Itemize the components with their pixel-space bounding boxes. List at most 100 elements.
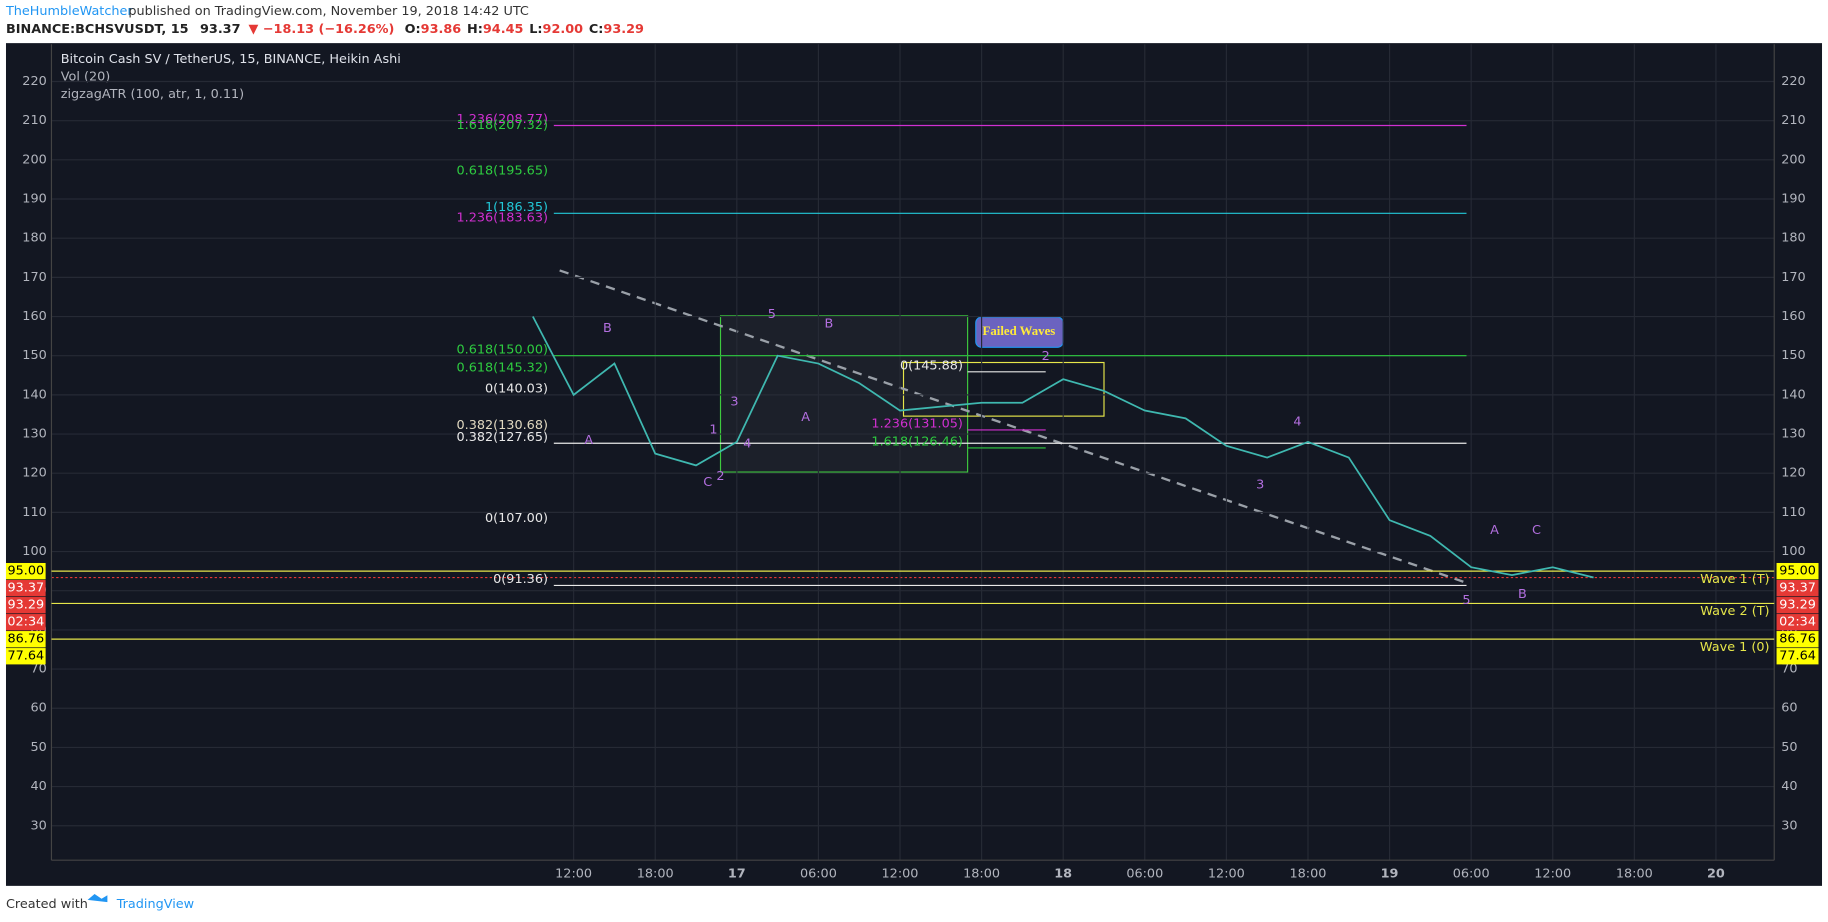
callout: Failed Waves [983, 324, 1056, 338]
fib-label: 0(107.00) [485, 511, 548, 526]
wave-count: 1 [709, 423, 717, 438]
x-tick-label: 18:00 [637, 867, 674, 882]
price-tag-bg [5, 631, 46, 648]
box-green [719, 315, 969, 473]
y-tick-label: 140 [1781, 387, 1805, 402]
y-tick-label: 120 [22, 466, 46, 481]
symbol-line: BINANCE:BCHSVUSDT, 15 93.37 ▼ −18.13 (−1… [6, 22, 644, 37]
y-tick-label: 130 [1781, 427, 1805, 442]
logo [87, 894, 108, 903]
price: 93.37 [200, 22, 241, 37]
price-tag: 86.76 [1779, 632, 1816, 647]
wave-count: B [825, 317, 834, 332]
x-tick-label: 12:00 [1534, 867, 1571, 882]
x-tick-label: 18:00 [963, 867, 1000, 882]
y-tick-label: 50 [1781, 740, 1797, 755]
fib-label: 1.236(131.05) [871, 417, 963, 432]
y-tick-label: 50 [30, 740, 46, 755]
y-tick-label: 210 [1781, 113, 1805, 128]
price-tag: 93.29 [1779, 598, 1816, 613]
ohlc-key: C: [589, 22, 604, 37]
y-tick-label: 60 [30, 701, 46, 716]
y-tick-label: 30 [30, 818, 46, 833]
wave-count: 2 [1042, 349, 1050, 364]
wave-count: B [1518, 587, 1527, 602]
price-line [532, 316, 1594, 579]
price-tag-bg [1776, 631, 1819, 648]
x-tick-label: 19 [1381, 867, 1399, 882]
y-tick-label: 150 [22, 348, 46, 363]
ohlc-key: L: [529, 22, 542, 37]
y-tick-label: 190 [1781, 192, 1805, 207]
price-tag-bg [5, 562, 46, 580]
y-tick-label: 220 [22, 74, 46, 89]
price-tag: 95.00 [1779, 564, 1816, 579]
y-tick-label: 70 [1781, 662, 1797, 677]
y-tick-label: 160 [1781, 309, 1805, 324]
price-tag-bg [5, 580, 46, 597]
wave-count: A [1490, 523, 1499, 538]
x-tick-label: 06:00 [1453, 867, 1490, 882]
symbol: BINANCE:BCHSVUSDT, 15 [6, 22, 189, 37]
ohlc-value: 94.45 [483, 22, 524, 37]
y-tick-label: 40 [1781, 779, 1797, 794]
x-tick-label: 17 [728, 867, 746, 882]
price-tag: 86.76 [7, 632, 44, 647]
price-tag: 95.00 [7, 564, 44, 579]
ohlc-value: 92.00 [543, 22, 584, 37]
price-tag: 77.64 [7, 649, 44, 664]
y-tick-label: 210 [22, 113, 46, 128]
fib-label: 0(140.03) [485, 381, 548, 396]
wave-count: 4 [1293, 414, 1301, 429]
price-tag: 77.64 [1779, 649, 1816, 664]
price-tag-bg [5, 648, 46, 665]
y-tick-label: 140 [22, 387, 46, 402]
footer-created: Created with [6, 897, 88, 912]
x-tick-label: 12:00 [555, 867, 592, 882]
x-tick-label: 06:00 [1126, 867, 1163, 882]
price-tag: 02:34 [1779, 615, 1816, 630]
fib-label: 0.618(195.65) [456, 164, 548, 179]
price-tag: 93.29 [7, 598, 44, 613]
x-tick-label: 18:00 [1290, 867, 1327, 882]
price-tag-bg [1776, 614, 1819, 631]
author[interactable]: TheHumbleWatcher [5, 4, 133, 19]
wave-count: B [603, 321, 612, 336]
price-tag-bg [1776, 580, 1819, 597]
fib-label: 1.618(126.46) [871, 435, 963, 450]
wave-label: Wave 2 (T) [1700, 604, 1769, 619]
y-tick-label: 60 [1781, 701, 1797, 716]
footer-brand[interactable]: TradingView [116, 897, 194, 912]
x-tick-label: 18 [1054, 867, 1072, 882]
fib-label: 0.382(127.65) [456, 430, 548, 445]
chart-title: Bitcoin Cash SV / TetherUS, 15, BINANCE,… [61, 52, 401, 67]
x-tick-label: 18:00 [1616, 867, 1653, 882]
y-tick-label: 30 [1781, 818, 1797, 833]
change: ▼ −18.13 (−16.26%) [248, 22, 394, 37]
y-tick-label: 170 [1781, 270, 1805, 285]
fib-label: 1.236(208.77) [456, 112, 548, 127]
wave-count: 5 [768, 307, 776, 322]
ohlc-value: 93.86 [421, 22, 462, 37]
fib-label: 0.618(150.00) [456, 342, 548, 357]
price-tag-bg [5, 614, 46, 631]
indicator: zigzagATR (100, atr, 1, 0.11) [61, 87, 244, 102]
y-tick-label: 100 [22, 544, 46, 559]
wave-count: A [584, 433, 593, 448]
wave-label: Wave 1 (T) [1700, 572, 1769, 587]
y-tick-label: 200 [22, 152, 46, 167]
wave-count: 4 [743, 437, 751, 452]
ohlc-key: H: [467, 22, 483, 37]
y-tick-label: 120 [1781, 466, 1805, 481]
y-tick-label: 110 [22, 505, 46, 520]
x-tick-label: 12:00 [882, 867, 919, 882]
wave-count: C [1532, 523, 1541, 538]
y-tick-label: 180 [22, 231, 46, 246]
x-tick-label: 12:00 [1208, 867, 1245, 882]
indicator: Vol (20) [61, 69, 111, 84]
y-tick-label: 150 [1781, 348, 1805, 363]
fib-label: 0(145.88) [900, 359, 963, 374]
chart-panel [5, 43, 1823, 886]
y-tick-label: 160 [22, 309, 46, 324]
